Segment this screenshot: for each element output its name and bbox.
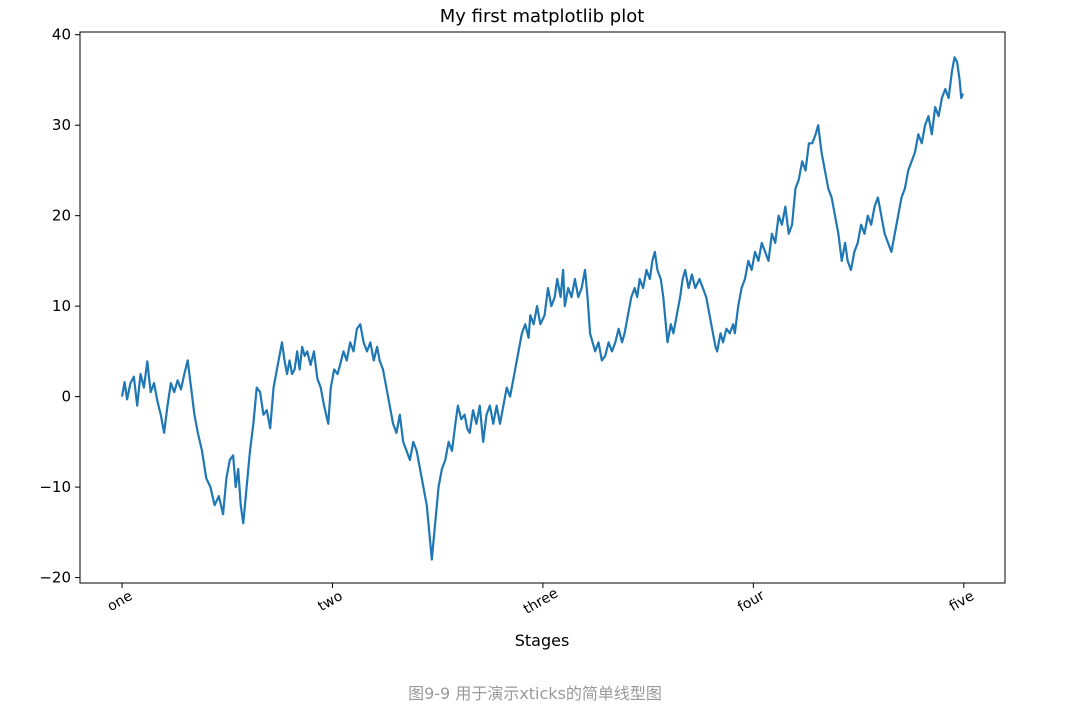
y-tick-label: 10 (52, 297, 71, 315)
y-tick-label: 0 (61, 388, 71, 406)
caption: 图9-9 用于演示xticks的简单线型图 (408, 684, 662, 703)
axes-frame (79, 31, 1006, 584)
y-tick-label: −10 (39, 478, 71, 496)
chart-title: My first matplotlib plot (440, 6, 645, 27)
y-tick-label: 20 (52, 207, 71, 225)
y-tick-label: 30 (52, 116, 71, 134)
y-tick-label: −20 (39, 569, 71, 587)
y-tick-label: 40 (52, 26, 71, 44)
x-axis-label: Stages (515, 631, 570, 650)
line (120, 56, 964, 561)
